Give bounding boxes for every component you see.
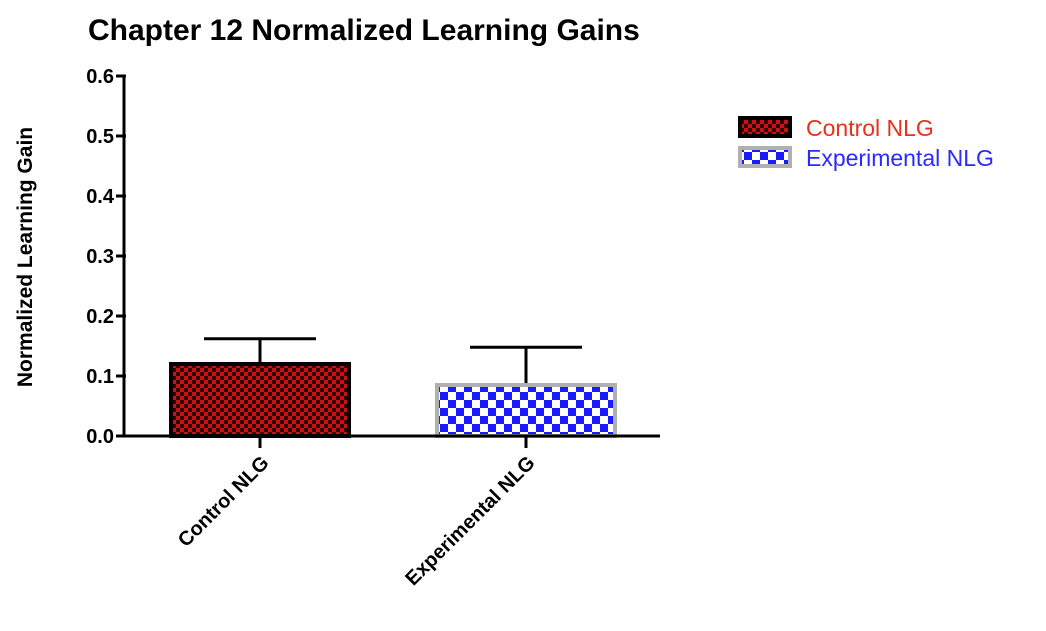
y-tick-label: 0.6 [86, 66, 114, 88]
legend-swatch-1 [738, 116, 792, 138]
legend: Control NLG Experimental NLG [738, 115, 994, 171]
y-tick-label: 0.5 [86, 126, 114, 148]
x-tick-label: Control NLG [174, 452, 274, 552]
y-axis: 0.0 0.1 0.2 0.3 0.4 0.5 0.6 [86, 66, 126, 448]
bars [169, 337, 617, 438]
y-tick-label: 0.4 [86, 186, 115, 208]
y-tick-label: 0.2 [86, 306, 114, 328]
bar-1 [169, 362, 351, 438]
legend-swatch-2 [738, 146, 792, 168]
y-tick-label: 0.3 [86, 246, 114, 268]
x-axis: Control NLG Experimental NLG [122, 434, 660, 590]
chart-title: Chapter 12 Normalized Learning Gains [88, 14, 640, 47]
y-tick-label: 0.1 [86, 366, 114, 388]
y-tick-label: 0.0 [86, 426, 114, 448]
legend-label-1: Control NLG [806, 115, 934, 141]
y-axis-label: Normalized Learning Gain [14, 127, 37, 387]
bar-2 [435, 383, 617, 438]
legend-label-2: Experimental NLG [806, 145, 994, 171]
x-tick-label: Experimental NLG [401, 452, 539, 590]
